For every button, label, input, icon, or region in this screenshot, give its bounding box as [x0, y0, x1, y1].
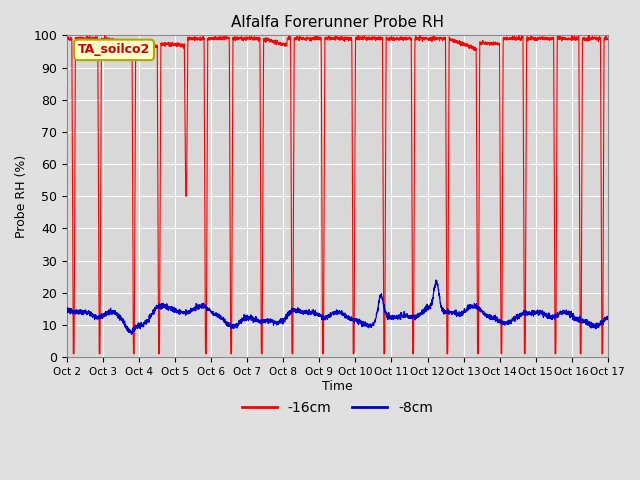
Legend: -16cm, -8cm: -16cm, -8cm: [236, 396, 438, 421]
Y-axis label: Probe RH (%): Probe RH (%): [15, 155, 28, 238]
X-axis label: Time: Time: [322, 380, 353, 393]
Text: TA_soilco2: TA_soilco2: [78, 43, 150, 56]
Title: Alfalfa Forerunner Probe RH: Alfalfa Forerunner Probe RH: [231, 15, 444, 30]
